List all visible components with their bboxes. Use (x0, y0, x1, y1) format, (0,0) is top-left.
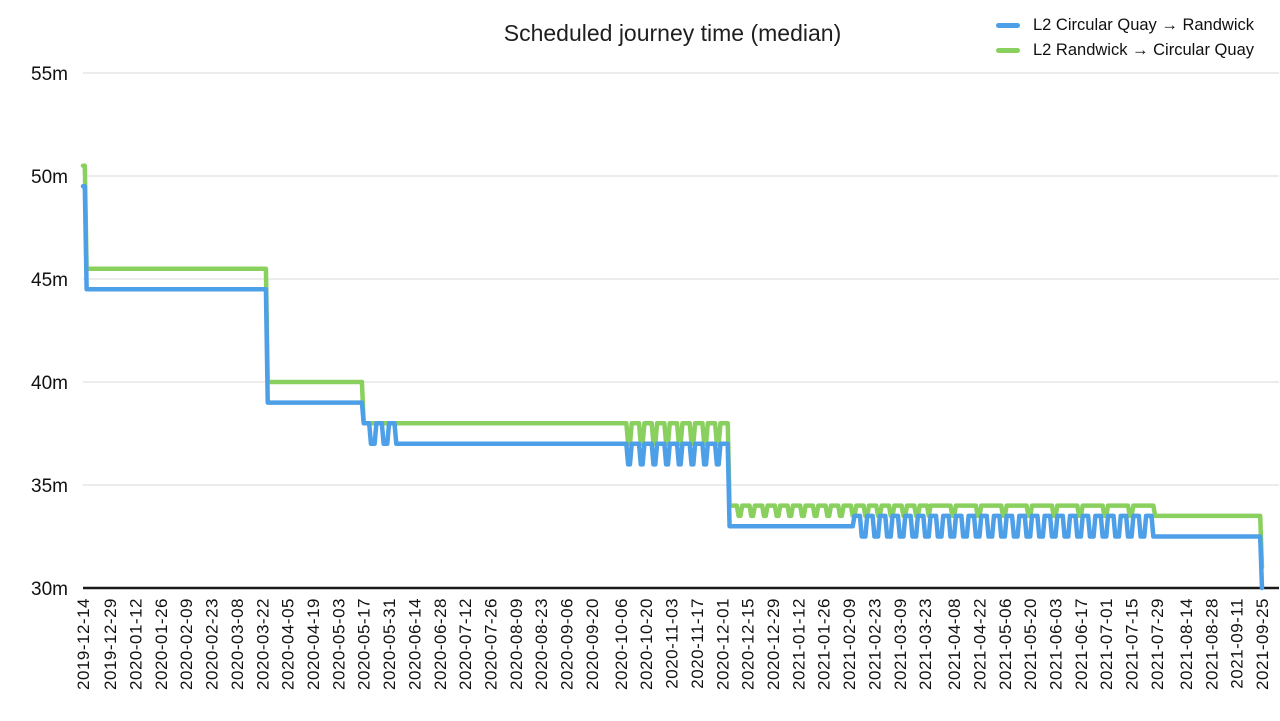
green-series-dash-icon (996, 48, 1020, 53)
x-tick-label: 2021-08-28 (1202, 598, 1221, 690)
x-tick-label: 2020-02-09 (177, 598, 196, 690)
y-tick-label: 45m (31, 270, 68, 291)
x-tick-label: 2021-09-25 (1253, 598, 1272, 690)
x-tick-label: 2021-05-20 (1021, 598, 1040, 690)
y-tick-label: 30m (31, 579, 68, 600)
legend-item-cq-randwick: L2 Circular Quay → Randwick (996, 13, 1254, 38)
x-tick-label: 2021-01-12 (789, 598, 808, 690)
x-tick-label: 2020-09-20 (583, 598, 602, 690)
x-tick-label: 2020-05-31 (380, 598, 399, 690)
x-tick-label: 2020-10-06 (612, 598, 631, 690)
x-tick-label: 2020-12-15 (739, 598, 758, 690)
legend-item-randwick-cq: L2 Randwick → Circular Quay (996, 38, 1254, 63)
blue-series-dash-icon (996, 23, 1020, 28)
x-tick-label: 2021-03-23 (916, 598, 935, 690)
x-tick-label: 2021-07-01 (1097, 598, 1116, 690)
y-tick-label: 55m (31, 64, 68, 85)
x-tick-label: 2021-03-09 (891, 598, 910, 690)
x-tick-label: 2020-11-03 (663, 598, 682, 689)
y-tick-label: 50m (31, 167, 68, 188)
x-tick-label: 2020-04-19 (304, 598, 323, 690)
x-tick-label: 2020-01-12 (127, 598, 146, 690)
chart-title: Scheduled journey time (median) (503, 20, 842, 46)
series-line-cq-to-randwick (80, 184, 1265, 591)
x-tick-label: 2021-09-11 (1228, 598, 1247, 689)
x-tick-label: 2020-11-17 (688, 598, 707, 689)
x-tick-label: 2021-02-09 (840, 598, 859, 690)
x-tick-label: 2021-08-14 (1177, 598, 1196, 690)
x-tick-label: 2020-12-29 (764, 598, 783, 690)
legend-label: L2 Circular Quay → Randwick (1033, 16, 1254, 34)
x-tick-label: 2020-02-23 (203, 598, 222, 690)
y-tick-label: 40m (31, 373, 68, 394)
x-tick-label: 2020-07-12 (456, 598, 475, 690)
x-tick-label: 2020-06-28 (431, 598, 450, 690)
x-tick-label: 2020-08-23 (532, 598, 551, 690)
x-tick-label: 2021-04-22 (970, 598, 989, 690)
x-tick-label: 2019-12-14 (74, 598, 93, 690)
x-tick-label: 2021-07-15 (1123, 598, 1142, 690)
x-tick-label: 2019-12-29 (101, 598, 120, 690)
x-tick-label: 2020-12-01 (713, 598, 732, 690)
x-tick-label: 2020-03-22 (253, 598, 272, 690)
x-tick-label: 2020-05-03 (329, 598, 348, 690)
legend-label: L2 Randwick → Circular Quay (1033, 41, 1254, 59)
x-tick-label: 2021-05-06 (996, 598, 1015, 690)
x-tick-label: 2021-07-29 (1148, 598, 1167, 690)
x-tick-label: 2020-01-26 (152, 598, 171, 690)
series-line-randwick-to-cq (80, 163, 1265, 570)
y-tick-label: 35m (31, 476, 68, 497)
x-tick-label: 2021-01-26 (815, 598, 834, 690)
x-tick-label: 2020-03-08 (228, 598, 247, 690)
x-tick-label: 2020-10-20 (637, 598, 656, 690)
x-tick-label: 2020-06-14 (405, 598, 424, 690)
x-tick-label: 2020-04-05 (279, 598, 298, 690)
x-tick-label: 2021-06-17 (1072, 598, 1091, 690)
x-tick-label: 2020-05-17 (355, 598, 374, 690)
legend: L2 Circular Quay → Randwick L2 Randwick … (996, 13, 1254, 63)
x-tick-label: 2021-06-03 (1047, 598, 1066, 690)
x-tick-label: 2020-09-06 (558, 598, 577, 690)
x-tick-label: 2020-08-09 (507, 598, 526, 690)
x-tick-label: 2021-04-08 (945, 598, 964, 690)
x-tick-label: 2020-07-26 (481, 598, 500, 690)
x-tick-label: 2021-02-23 (865, 598, 884, 690)
